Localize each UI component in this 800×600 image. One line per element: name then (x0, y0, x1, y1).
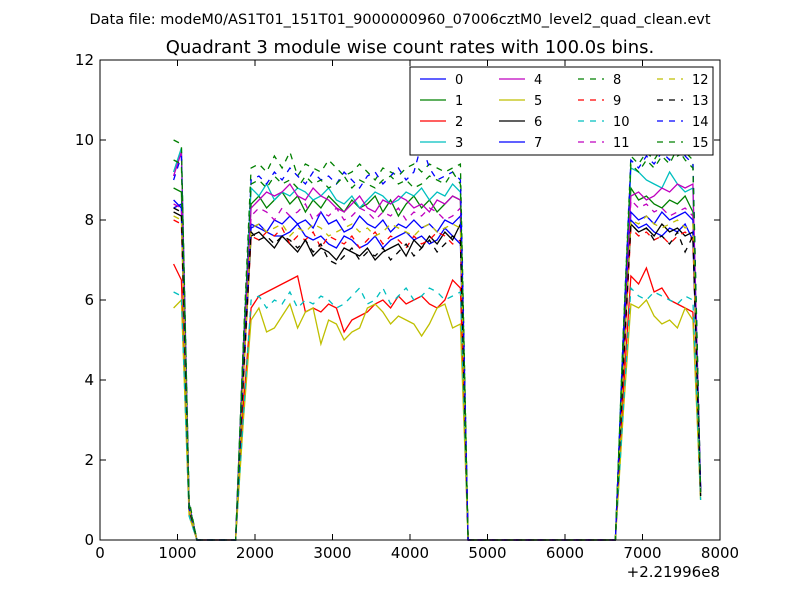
legend-label-1: 1 (455, 94, 463, 109)
legend-label-15: 15 (692, 136, 709, 151)
legend-label-12: 12 (692, 73, 709, 88)
x-tick-label: 4000 (391, 544, 429, 562)
y-tick-label: 2 (84, 451, 94, 469)
legend-label-9: 9 (613, 94, 621, 109)
x-tick-label: 0 (95, 544, 105, 562)
suptitle: Data file: modeM0/AS1T01_151T01_90000009… (89, 12, 710, 28)
legend-label-0: 0 (455, 73, 463, 88)
x-offset-label: +2.21996e8 (627, 563, 720, 581)
x-tick-label: 6000 (546, 544, 584, 562)
axes-layer: 0 1000 2000 3000 4000 5000 6000 7000 80000246810… (75, 51, 739, 562)
legend-label-5: 5 (534, 94, 542, 109)
legend-label-4: 4 (534, 73, 542, 88)
legend-label-10: 10 (613, 115, 630, 130)
series-line-15 (173, 146, 702, 541)
x-tick-label: 3000 (313, 544, 351, 562)
y-tick-label: 0 (84, 531, 94, 549)
y-tick-label: 8 (84, 211, 94, 229)
x-tick-label: 2000 (236, 544, 274, 562)
series-line-8 (173, 139, 702, 541)
chart-title: Quadrant 3 module wise count rates with … (166, 37, 655, 58)
y-tick-label: 10 (75, 131, 94, 149)
legend-label-3: 3 (455, 136, 463, 151)
legend-label-11: 11 (613, 136, 630, 151)
legend-label-13: 13 (692, 94, 709, 109)
series-line-12 (173, 215, 702, 541)
y-tick-label: 12 (75, 51, 94, 69)
legend-box (409, 66, 714, 156)
x-tick-label: 7000 (623, 544, 661, 562)
legend-label-7: 7 (534, 136, 542, 151)
legend-label-2: 2 (455, 115, 463, 130)
legend-label-6: 6 (534, 115, 542, 130)
y-tick-label: 6 (84, 291, 94, 309)
y-tick-label: 4 (84, 371, 94, 389)
legend-label-14: 14 (692, 115, 709, 130)
legend-label-8: 8 (613, 73, 621, 88)
x-tick-label: 1000 (158, 544, 196, 562)
x-tick-label: 8000 (701, 544, 739, 562)
x-tick-label: 5000 (468, 544, 506, 562)
